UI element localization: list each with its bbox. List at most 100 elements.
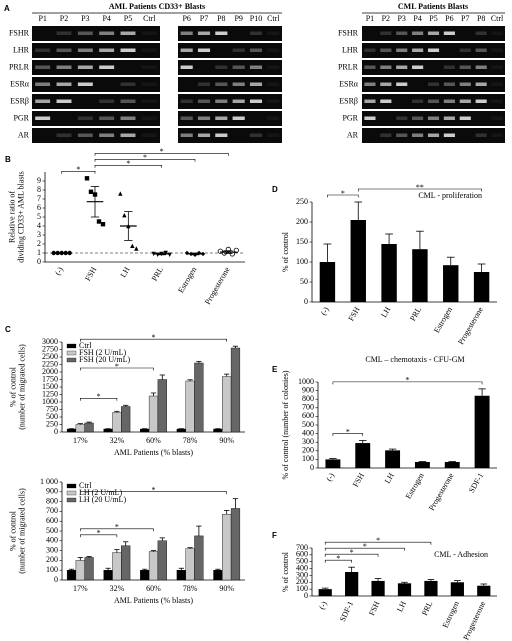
bar [176,570,186,581]
point [118,191,123,196]
point [88,189,94,194]
lane-label: P4 [413,14,421,23]
gel-band [232,65,245,69]
y-axis-label: % of control (number of colonies) [281,370,290,479]
gel-band [364,48,376,52]
x-tick-label: Estrogen [404,471,426,500]
chart-title: CML - proliferation [418,191,482,200]
gel-band [232,48,245,52]
significance-bracket [80,534,118,538]
significance-label: * [341,189,345,198]
gel-band [141,82,157,86]
y-tick-label: 2250 [42,359,58,368]
bar [371,580,385,596]
gel-band [180,65,193,69]
x-tick-label: PRL [420,600,434,617]
significance-label: * [376,536,380,545]
point [184,250,190,256]
significance-label: * [143,153,147,162]
significance-label: * [115,523,119,532]
gel-band [197,82,211,86]
y-tick-label: 0 [54,427,58,436]
x-tick-label: (-) [317,600,329,611]
gel-band [267,65,280,69]
gel-band [249,31,263,35]
bar [121,545,131,581]
bar [157,379,167,433]
x-tick-label: 78% [183,436,198,445]
bar [325,459,341,468]
gel-band [120,116,136,120]
x-tick-label: FSH [351,471,366,488]
gel-band [249,48,263,52]
bar [450,582,464,596]
gel-row [178,43,282,58]
y-tick-label: 250 [46,419,58,428]
bar [477,585,491,596]
x-tick-label: 90% [219,436,234,445]
gel-band [475,48,487,52]
gel-row [178,128,282,143]
y-tick-label: 2500 [42,352,58,361]
y-tick-label: 100 [296,584,308,593]
x-tick-label: PRL [408,305,423,322]
lane-label: P1 [366,14,374,23]
gel-row [362,77,505,92]
gel-band [215,133,228,137]
significance-label: * [406,376,410,385]
gel-band [197,48,211,52]
gene-label: PRLR [9,62,30,71]
point [100,222,106,227]
gel-band [412,31,424,35]
lane-label: P7 [200,14,208,23]
gel-band [180,99,193,103]
bar [424,580,438,596]
legend-label: Ctrl [79,481,92,490]
gel-band [475,133,487,137]
y-tick-label: 1 [37,248,41,257]
gel-title: AML Patients CD33+ Blasts [109,2,205,11]
gel-band [35,99,51,103]
y-axis-label: (number of migrated cells) [17,488,26,574]
y-tick-label: 800 [302,394,314,403]
gel-row [362,60,505,75]
chart-title: CML – chemotaxis - CFU-GM [365,355,464,364]
x-tick-label: Progesterone [427,471,456,512]
y-tick-label: 100 [302,454,314,463]
gel-band [380,65,392,69]
gene-label: AR [18,130,30,139]
gel-band [77,133,93,137]
significance-bracket [332,381,483,385]
y-axis-label: % of control [8,366,17,407]
gel-band [443,99,455,103]
y-tick-label: 500 [302,420,314,429]
gel-band [249,82,263,86]
gel-band [396,65,408,69]
significance-label: * [152,333,156,342]
significance-label: * [350,548,354,557]
gene-label: PRLR [338,62,359,71]
gel-band [197,116,211,120]
y-tick-label: 1500 [42,382,58,391]
gel-band [35,48,51,52]
gel-band [249,99,263,103]
gel-band [56,48,72,52]
gel-band [427,133,440,137]
x-tick-label: LH [395,600,408,614]
x-tick-label: 60% [146,436,161,445]
legend-label: FSH (2 U/mL) [79,348,126,357]
y-tick-label: 400 [296,563,308,572]
y-tick-label: 700 [302,403,314,412]
x-tick-label: Progesterone [461,599,487,641]
gel-band [35,82,51,86]
gel-band [35,116,51,120]
gel-band [491,99,503,103]
gel-band [364,65,376,69]
lane-label: P9 [234,14,242,23]
gel-title: CML Patients Blasts [398,2,468,11]
gel-band [412,99,424,103]
gel-band [459,99,471,103]
gene-label: FSHR [338,28,359,37]
gel-band [267,82,280,86]
bar [103,428,113,433]
